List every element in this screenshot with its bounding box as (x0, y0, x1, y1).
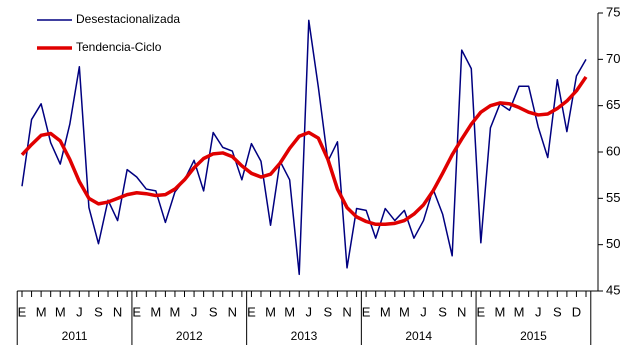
x-tick-label: M (170, 304, 181, 319)
x-tick-label: S (324, 304, 333, 319)
series-line (21, 19, 587, 276)
year-label: 2011 (62, 329, 88, 343)
x-tick-label: S (553, 304, 562, 319)
x-tick-label: M (265, 304, 276, 319)
year-label: 2015 (520, 329, 547, 343)
x-tick-label: N (113, 304, 122, 319)
x-tick-label: E (477, 304, 486, 319)
series-line (20, 75, 588, 227)
year-label: 2014 (405, 329, 432, 343)
x-tick-label: J (306, 304, 313, 319)
legend-label: Tendencia-Ciclo (76, 40, 162, 54)
x-tick-label: E (247, 304, 256, 319)
y-tick-label: 50 (606, 236, 620, 251)
x-tick-label: M (495, 304, 506, 319)
x-tick-label: M (284, 304, 295, 319)
x-tick-label: S (438, 304, 447, 319)
x-tick-label: N (342, 304, 351, 319)
x-tick-label: J (535, 304, 542, 319)
y-tick-label: 55 (606, 190, 620, 205)
x-tick-label: M (399, 304, 410, 319)
x-tick-label: N (228, 304, 237, 319)
x-tick-label: S (209, 304, 218, 319)
y-tick-label: 75 (606, 4, 620, 19)
x-tick-label: M (55, 304, 66, 319)
x-tick-label: J (76, 304, 83, 319)
x-tick-label: M (150, 304, 161, 319)
y-tick-label: 65 (606, 97, 620, 112)
y-tick-label: 45 (606, 282, 620, 297)
year-label: 2012 (176, 329, 203, 343)
x-tick-label: J (420, 304, 427, 319)
year-label: 2013 (291, 329, 318, 343)
x-tick-label: M (36, 304, 47, 319)
x-tick-label: E (362, 304, 371, 319)
x-tick-label: S (94, 304, 103, 319)
x-tick-label: N (457, 304, 466, 319)
legend-label: Desestacionalizada (76, 12, 180, 26)
y-tick-label: 60 (606, 143, 620, 158)
x-tick-label: D (572, 304, 581, 319)
x-tick-label: E (132, 304, 141, 319)
x-tick-label: M (514, 304, 525, 319)
x-tick-label: J (191, 304, 198, 319)
x-tick-label: M (380, 304, 391, 319)
x-tick-label: E (18, 304, 27, 319)
y-tick-label: 70 (606, 51, 620, 66)
